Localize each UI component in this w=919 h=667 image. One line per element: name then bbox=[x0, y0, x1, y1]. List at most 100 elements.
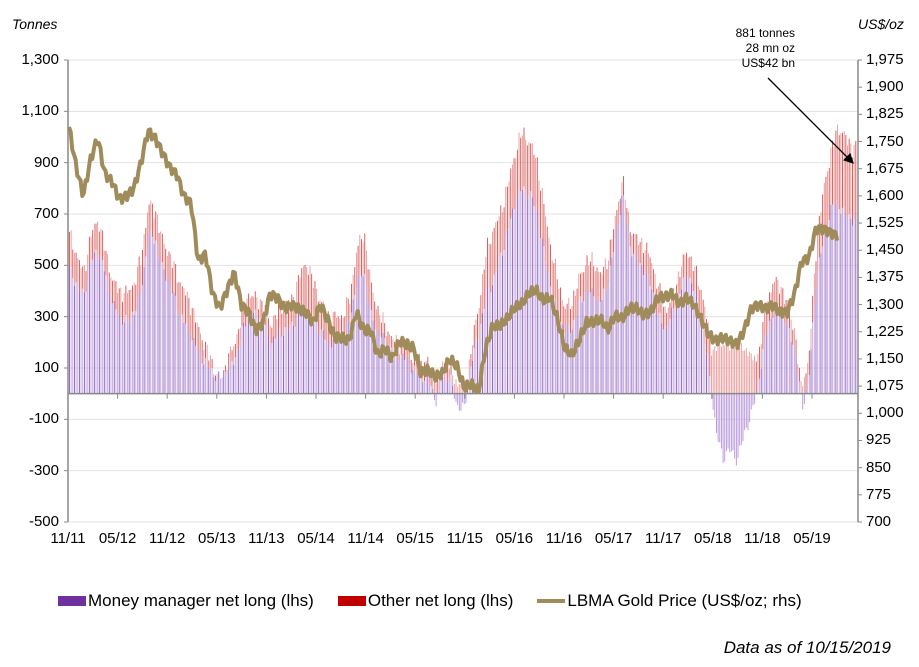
money-manager-bar bbox=[208, 369, 210, 394]
money-manager-bar bbox=[521, 190, 523, 394]
money-manager-bar bbox=[385, 348, 387, 394]
money-manager-bar bbox=[558, 322, 560, 394]
other-net-long-bar bbox=[292, 296, 294, 326]
annotation-line-3: US$42 bn bbox=[741, 56, 795, 70]
other-net-long-bar bbox=[838, 135, 840, 210]
other-net-long-bar bbox=[679, 276, 681, 294]
money-manager-bar bbox=[415, 370, 417, 394]
other-net-long-bar bbox=[598, 271, 600, 297]
other-net-long-bar bbox=[238, 329, 240, 350]
money-manager-bar bbox=[777, 311, 779, 394]
bars bbox=[69, 124, 857, 466]
money-manager-bar bbox=[156, 245, 158, 394]
money-manager-bar bbox=[795, 357, 797, 394]
other-net-long-bar bbox=[412, 362, 414, 370]
money-manager-bar bbox=[737, 393, 739, 458]
other-net-long-bar bbox=[712, 349, 714, 394]
money-manager-bar bbox=[337, 342, 339, 394]
money-manager-bar bbox=[604, 286, 606, 394]
other-net-long-bar bbox=[123, 293, 125, 323]
other-net-long-bar bbox=[833, 146, 835, 209]
money-manager-bar bbox=[405, 359, 407, 394]
money-manager-bar bbox=[231, 361, 233, 394]
money-manager-bar bbox=[445, 375, 447, 394]
money-manager-bar bbox=[251, 319, 253, 394]
money-manager-bar bbox=[478, 338, 480, 394]
other-net-long-bar bbox=[125, 285, 127, 315]
money-manager-bar bbox=[214, 381, 216, 394]
money-manager-bar bbox=[686, 278, 688, 394]
other-net-long-bar bbox=[774, 281, 775, 311]
money-manager-bar bbox=[317, 333, 319, 394]
other-net-long-bar bbox=[521, 135, 523, 191]
money-manager-bar bbox=[181, 314, 183, 394]
right-tick-label: 1,600 bbox=[866, 186, 904, 204]
money-manager-bar bbox=[238, 349, 240, 394]
money-manager-bar bbox=[141, 285, 143, 394]
other-net-long-bar bbox=[389, 334, 391, 344]
money-manager-bar bbox=[739, 393, 741, 446]
other-net-long-bar bbox=[641, 237, 643, 266]
other-net-long-bar bbox=[767, 301, 769, 331]
money-manager-bar bbox=[652, 292, 654, 394]
other-net-long-bar bbox=[543, 203, 545, 247]
money-manager-bar bbox=[312, 323, 314, 394]
other-net-long-bar bbox=[180, 282, 182, 313]
other-net-long-bar bbox=[830, 147, 832, 205]
money-manager-bar bbox=[797, 373, 799, 394]
other-net-long-bar bbox=[579, 273, 581, 297]
money-manager-bar bbox=[176, 309, 178, 394]
money-manager-bar bbox=[603, 288, 605, 394]
right-tick-label: 1,675 bbox=[866, 159, 904, 177]
other-net-long-bar bbox=[127, 292, 128, 318]
other-net-long-bar bbox=[540, 190, 542, 239]
other-net-long-bar bbox=[686, 252, 688, 279]
money-manager-bar bbox=[719, 393, 721, 443]
other-net-long-bar bbox=[604, 258, 606, 287]
money-manager-bar bbox=[785, 324, 787, 394]
other-net-long-bar bbox=[387, 331, 389, 350]
other-net-long-bar bbox=[508, 181, 510, 229]
money-manager-bar bbox=[775, 304, 777, 394]
other-net-long-bar bbox=[148, 204, 150, 234]
money-manager-bar bbox=[377, 328, 379, 394]
money-manager-bar bbox=[180, 312, 182, 394]
money-manager-bar bbox=[216, 373, 218, 394]
money-manager-bar bbox=[490, 292, 492, 394]
other-net-long-bar bbox=[168, 251, 170, 279]
money-manager-bar bbox=[210, 368, 211, 394]
other-net-long-bar bbox=[105, 251, 107, 276]
other-net-long-bar bbox=[319, 300, 321, 337]
other-net-long-bar bbox=[800, 380, 802, 394]
other-net-long-bar bbox=[792, 329, 794, 345]
money-manager-bar bbox=[223, 370, 225, 394]
money-manager-bar bbox=[531, 197, 533, 394]
other-net-long-bar bbox=[306, 266, 308, 317]
other-net-long-bar bbox=[205, 341, 206, 359]
other-net-long-bar bbox=[697, 285, 699, 310]
money-manager-bar bbox=[291, 321, 293, 394]
money-manager-bar bbox=[135, 311, 137, 394]
money-manager-bar bbox=[185, 323, 187, 394]
money-manager-bar bbox=[855, 212, 857, 394]
money-manager-bar bbox=[326, 341, 328, 394]
other-net-long-bar bbox=[72, 249, 74, 279]
money-manager-bar bbox=[538, 228, 540, 394]
left-axis-label: Tonnes bbox=[12, 16, 58, 32]
money-manager-bar bbox=[145, 256, 147, 394]
other-net-long-bar bbox=[231, 350, 233, 362]
left-tick-label: 1,300 bbox=[21, 51, 59, 68]
money-manager-bar bbox=[717, 393, 719, 442]
money-manager-bar bbox=[153, 243, 155, 394]
other-net-long-bar bbox=[755, 361, 757, 393]
money-manager-bar bbox=[563, 333, 565, 394]
other-net-long-bar bbox=[369, 269, 371, 307]
other-net-long-bar bbox=[372, 292, 374, 321]
other-net-long-bar bbox=[188, 298, 190, 332]
money-manager-bar bbox=[254, 309, 256, 394]
other-net-long-bar bbox=[528, 142, 530, 196]
money-manager-bar bbox=[365, 285, 367, 394]
other-net-long-bar bbox=[793, 328, 795, 344]
other-net-long-bar bbox=[331, 326, 333, 348]
other-net-long-bar bbox=[560, 287, 561, 322]
